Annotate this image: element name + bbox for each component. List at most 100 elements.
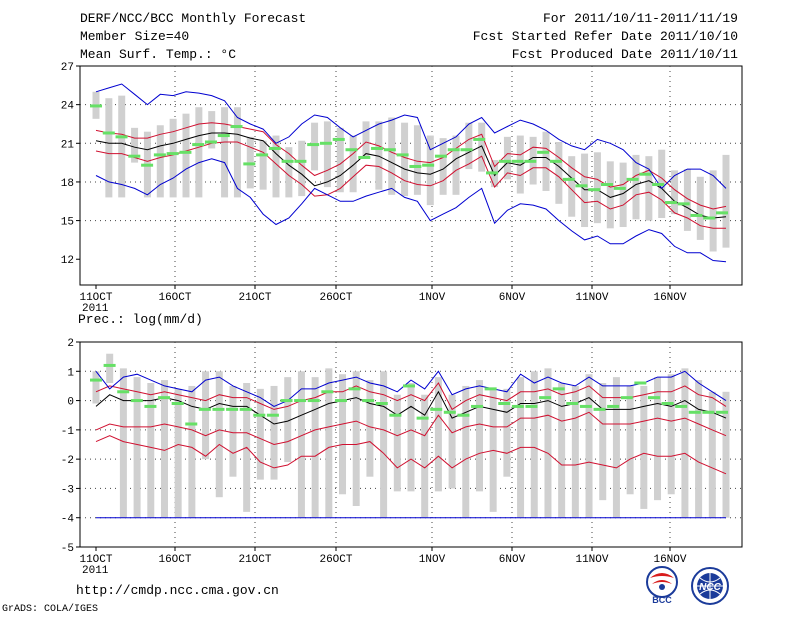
ensemble-box (375, 121, 383, 190)
ncc-logo: NCC (691, 567, 729, 605)
x-tick-label: 16NOV (653, 292, 686, 304)
ensemble-box (259, 140, 267, 190)
forecast-produced: Fcst Produced Date 2011/10/11 (511, 47, 738, 62)
y-tick-label: 0 (67, 397, 74, 409)
y-tick-label: -5 (61, 543, 74, 555)
ensemble-box (581, 153, 589, 228)
median-marker (403, 384, 415, 388)
median-marker (307, 399, 320, 403)
ensemble-box (558, 383, 566, 518)
ensemble-box (349, 135, 357, 193)
median-marker (345, 148, 358, 152)
median-marker (166, 152, 179, 156)
median-marker (389, 413, 402, 417)
median-marker (471, 404, 484, 408)
ensemble-box (325, 368, 333, 518)
ensemble-box (571, 385, 579, 518)
ensemble-box (475, 380, 483, 492)
ensemble-box (92, 371, 100, 404)
median-marker (280, 399, 293, 403)
ensemble-box (654, 377, 662, 501)
median-marker (117, 390, 130, 394)
ensemble-box (202, 371, 210, 460)
median-marker (703, 216, 716, 220)
chart-title: DERF/NCC/BCC Monthly Forecast (80, 11, 307, 26)
series-line-low (95, 435, 727, 475)
ensemble-box (709, 170, 717, 252)
variable-label: Mean Surf. Temp.: °C (80, 47, 237, 62)
median-marker (447, 148, 460, 152)
y-tick-label: 18 (61, 178, 74, 190)
median-marker (239, 407, 252, 411)
temperature-panel: 12 15 18 21 24 27 11OCT 16OCT 21OCT 26OCT 1NOV 6NOV… (61, 62, 743, 315)
median-marker (230, 125, 243, 129)
x-tick-label: 1NOV (419, 554, 446, 566)
y-tick-label: 21 (61, 139, 75, 151)
precip-panel-title: Prec.: log(mm/d) (78, 312, 203, 327)
median-marker (593, 407, 606, 411)
ensemble-box (448, 394, 456, 489)
ensemble-box (544, 368, 552, 518)
y-tick-label: 12 (61, 255, 74, 267)
median-marker (634, 381, 647, 385)
x-tick-label: 16OCT (158, 554, 191, 566)
x-tick-label: 26OCT (319, 292, 352, 304)
median-marker (552, 387, 565, 391)
source-url[interactable]: http://cmdp.ncc.cma.gov.cn (76, 583, 279, 598)
median-marker (620, 396, 633, 400)
ensemble-box (336, 127, 344, 193)
ensemble-box (272, 135, 280, 198)
median-marker (524, 159, 537, 163)
series-line-mean-sd (95, 122, 727, 210)
ensemble-box (160, 380, 168, 518)
x-tick-label: 21OCT (238, 292, 271, 304)
series-line-min (95, 158, 727, 263)
median-marker (639, 172, 652, 176)
ensemble-box (215, 371, 223, 498)
median-marker (525, 404, 538, 408)
ensemble-box (626, 385, 634, 495)
ensemble-box (311, 122, 319, 171)
ensemble-box (285, 147, 293, 198)
ensemble-box (722, 154, 730, 248)
ensemble-box (708, 391, 716, 518)
x-tick-label: 11NOV (575, 554, 608, 566)
ensemble-box (388, 117, 396, 195)
y-tick-label: 24 (61, 101, 75, 113)
median-marker (486, 171, 499, 175)
median-marker (416, 416, 429, 420)
median-marker (253, 413, 266, 417)
ensemble-box (119, 368, 127, 518)
ensemble-box (106, 353, 114, 383)
ensemble-box (421, 394, 429, 518)
y-tick-label: 27 (61, 62, 74, 74)
median-marker (460, 148, 473, 152)
precipitation-panel: -5 -4 -3 -2 -1 0 1 2 11OCT 16OCT 21OCT 26OCT 1NOV 6NO… (61, 338, 743, 577)
ensemble-box (503, 388, 511, 477)
ensemble-box (182, 113, 190, 198)
median-marker (539, 396, 552, 400)
median-marker (579, 404, 592, 408)
ensemble-box (462, 385, 470, 518)
median-marker (675, 404, 688, 408)
y-tick-label: 1 (67, 367, 74, 379)
ensemble-box (413, 125, 421, 195)
ensemble-box (362, 121, 370, 159)
x-year-label: 2011 (82, 303, 109, 315)
median-marker (562, 177, 575, 181)
median-marker (158, 396, 171, 400)
median-marker (430, 407, 443, 411)
median-marker (141, 163, 154, 167)
ensemble-box (426, 135, 434, 206)
median-marker (102, 131, 115, 135)
median-marker (613, 186, 626, 190)
x-tick-label: 11OCT (79, 554, 112, 566)
ensemble-box (133, 377, 141, 518)
median-marker (321, 390, 334, 394)
median-marker (607, 404, 620, 408)
bcc-logo: BCC (646, 566, 678, 605)
median-marker (307, 143, 320, 147)
ensemble-box (681, 368, 689, 518)
ensemble-box (465, 122, 473, 170)
ensemble-box (311, 377, 319, 518)
